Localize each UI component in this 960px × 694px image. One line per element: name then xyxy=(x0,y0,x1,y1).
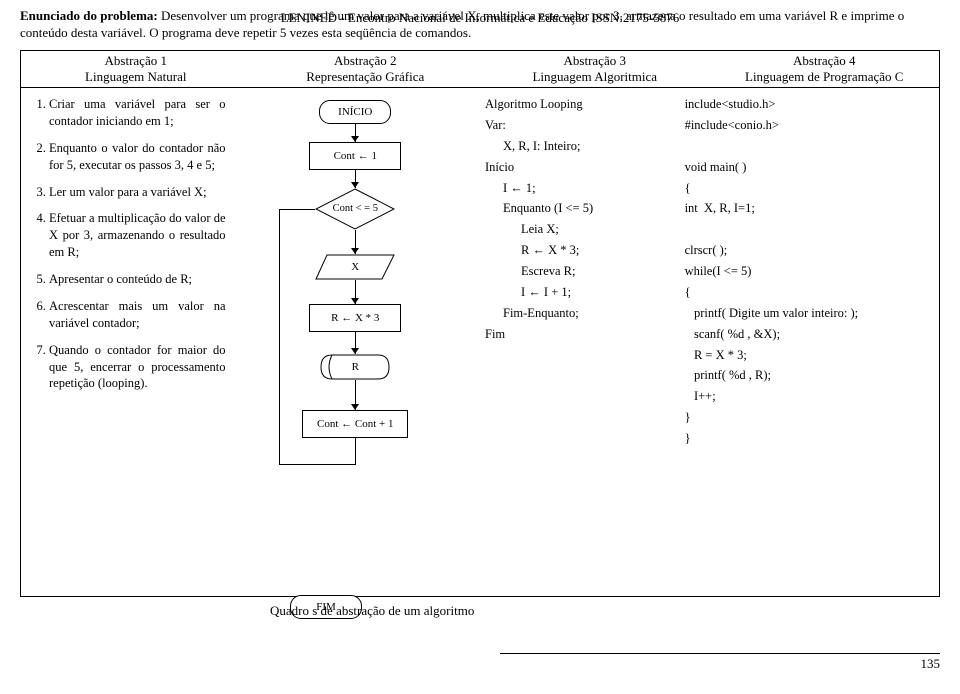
code-line: } xyxy=(685,409,929,426)
algo-line: Escreva R; xyxy=(485,263,665,280)
code-line: int X, R, I=1; xyxy=(685,200,929,217)
journal-overlay: LENINED - Encontro Nacional de Informáti… xyxy=(20,10,940,26)
code-line: include<studio.h> xyxy=(685,96,929,113)
flowchart: INÍCIO Cont ← 1 Cont < = 5 X R ← X * 3 xyxy=(285,100,425,590)
c-code-column: include<studio.h> #include<conio.h> void … xyxy=(675,88,939,596)
code-line: } xyxy=(685,430,929,447)
abstraction-1-title: Abstração 1 Linguagem Natural xyxy=(21,51,251,87)
header-overlay: Enunciado do problema: Desenvolver um pr… xyxy=(20,8,940,46)
code-line xyxy=(685,138,929,155)
algo-line: Enquanto (I <= 5) xyxy=(485,200,665,217)
code-line: { xyxy=(685,284,929,301)
algo-line: Var: xyxy=(485,117,665,134)
algo-line: I ← 1; xyxy=(485,180,665,197)
algo-line: I ← I + 1; xyxy=(485,284,665,301)
abstraction-header-row: Abstração 1 Linguagem Natural Abstração … xyxy=(21,51,939,88)
flow-start: INÍCIO xyxy=(319,100,391,124)
abstraction-4-title: Abstração 4 Linguagem de Programação C xyxy=(710,51,940,87)
step-7: Quando o contador for maior do que 5, en… xyxy=(49,342,226,393)
flow-output-r: R xyxy=(320,354,390,380)
code-line: I++; xyxy=(685,388,929,405)
main-table: Abstração 1 Linguagem Natural Abstração … xyxy=(20,50,940,597)
flow-increment: Cont ← Cont + 1 xyxy=(302,410,408,438)
flow-input-x: X xyxy=(315,254,395,280)
code-line: printf( %d , R); xyxy=(685,367,929,384)
caption-row: FIM Quadro s de abstração de um algoritm… xyxy=(20,603,940,623)
step-4: Efetuar a multiplicação do valor de X po… xyxy=(49,210,226,261)
natural-language-column: Criar uma variável para ser o contador i… xyxy=(21,88,236,596)
page-number: 135 xyxy=(921,656,941,671)
step-3: Ler um valor para a variável X; xyxy=(49,184,226,201)
algo-line: Início xyxy=(485,159,665,176)
flow-multiply: R ← X * 3 xyxy=(309,304,401,332)
step-5: Apresentar o conteúdo de R; xyxy=(49,271,226,288)
code-line: scanf( %d , &X); xyxy=(685,326,929,343)
algo-line: R ← X * 3; xyxy=(485,242,665,259)
algo-line: Fim xyxy=(485,326,665,343)
code-line: printf( Digite um valor inteiro: ); xyxy=(685,305,929,322)
code-line: { xyxy=(685,180,929,197)
code-line: R = X * 3; xyxy=(685,347,929,364)
flowchart-column: INÍCIO Cont ← 1 Cont < = 5 X R ← X * 3 xyxy=(236,88,475,596)
content-row: Criar uma variável para ser o contador i… xyxy=(21,88,939,596)
code-line: void main( ) xyxy=(685,159,929,176)
flow-decision: Cont < = 5 xyxy=(315,188,395,230)
step-2: Enquanto o valor do contador não for 5, … xyxy=(49,140,226,174)
code-line: #include<conio.h> xyxy=(685,117,929,134)
caption-text: Quadro s de abstração de um algoritmo xyxy=(270,603,474,619)
code-line: clrscr( ); xyxy=(685,242,929,259)
steps-list: Criar uma variável para ser o contador i… xyxy=(31,96,226,392)
step-6: Acrescentar mais um valor na variável co… xyxy=(49,298,226,332)
flow-init-counter: Cont ← 1 xyxy=(309,142,401,170)
page-footer: 135 xyxy=(500,653,940,672)
algo-line: X, R, I: Inteiro; xyxy=(485,138,665,155)
algo-line: Leia X; xyxy=(485,221,665,238)
algo-line: Algoritmo Looping xyxy=(485,96,665,113)
abstraction-3-title: Abstração 3 Linguagem Algoritmica xyxy=(480,51,710,87)
abstraction-2-title: Abstração 2 Representação Gráfica xyxy=(251,51,481,87)
step-1: Criar uma variável para ser o contador i… xyxy=(49,96,226,130)
code-line: while(I <= 5) xyxy=(685,263,929,280)
code-line xyxy=(685,221,929,238)
algo-line: Fim-Enquanto; xyxy=(485,305,665,322)
algorithmic-column: Algoritmo Looping Var: X, R, I: Inteiro; In… xyxy=(475,88,675,596)
